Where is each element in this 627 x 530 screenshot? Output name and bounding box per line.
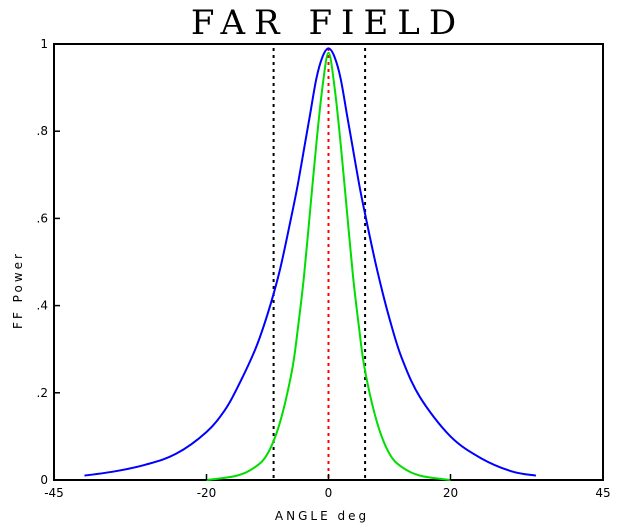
x-tick-label: -20 [197,486,217,500]
data-series [84,47,537,481]
series-line-0 [84,47,537,477]
x-axis-label: ANGLE deg [275,509,369,523]
x-axis-ticks: -45 -20 0 20 45 [44,474,611,500]
y-axis-ticks: 0 .2 .4 .6 .8 1 [37,37,60,487]
y-tick-label: .2 [37,386,48,400]
reference-lines [272,48,367,480]
y-axis-label: FF Power [11,251,25,329]
x-tick-label: -45 [44,486,64,500]
x-tick-label: 20 [443,486,458,500]
x-tick-label: 0 [325,486,333,500]
y-tick-label: .8 [37,124,48,138]
y-tick-label: .6 [37,211,48,225]
y-tick-label: 1 [40,37,48,51]
y-tick-label: 0 [40,473,48,487]
y-tick-label: .4 [37,299,48,313]
series-line-1 [206,51,451,481]
chart-title: FAR FIELD [191,3,465,43]
x-tick-label: 45 [595,486,610,500]
